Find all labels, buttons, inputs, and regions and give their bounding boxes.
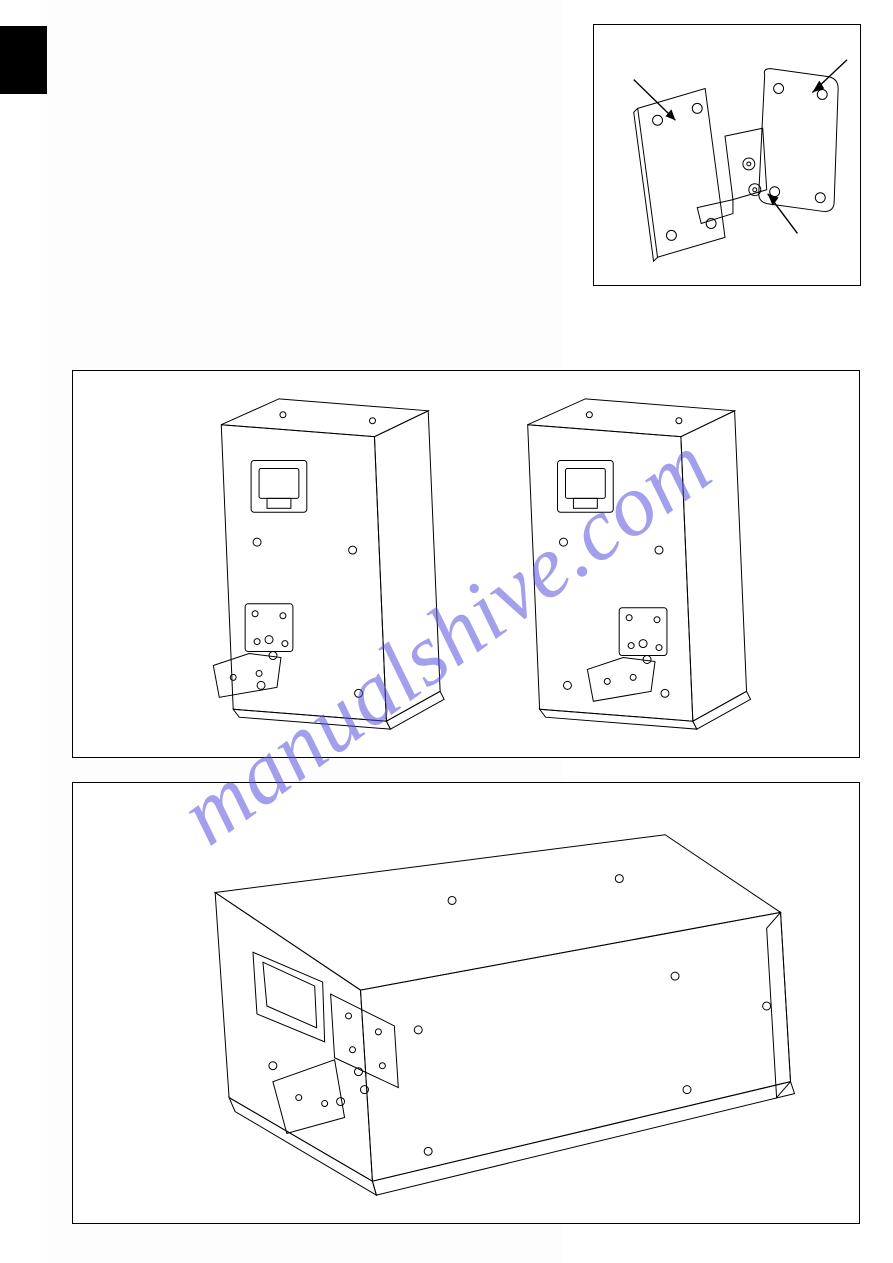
horizontal-speaker-svg xyxy=(73,783,859,1223)
bracket-detail-svg xyxy=(594,25,860,285)
upright-speakers-svg xyxy=(73,371,859,757)
figure-horizontal-speaker xyxy=(72,782,860,1224)
figure-bracket-detail xyxy=(593,24,861,286)
page-margin-tab xyxy=(0,26,47,94)
manual-page: manualshive.com xyxy=(0,0,893,1263)
figure-upright-speakers xyxy=(72,370,860,758)
